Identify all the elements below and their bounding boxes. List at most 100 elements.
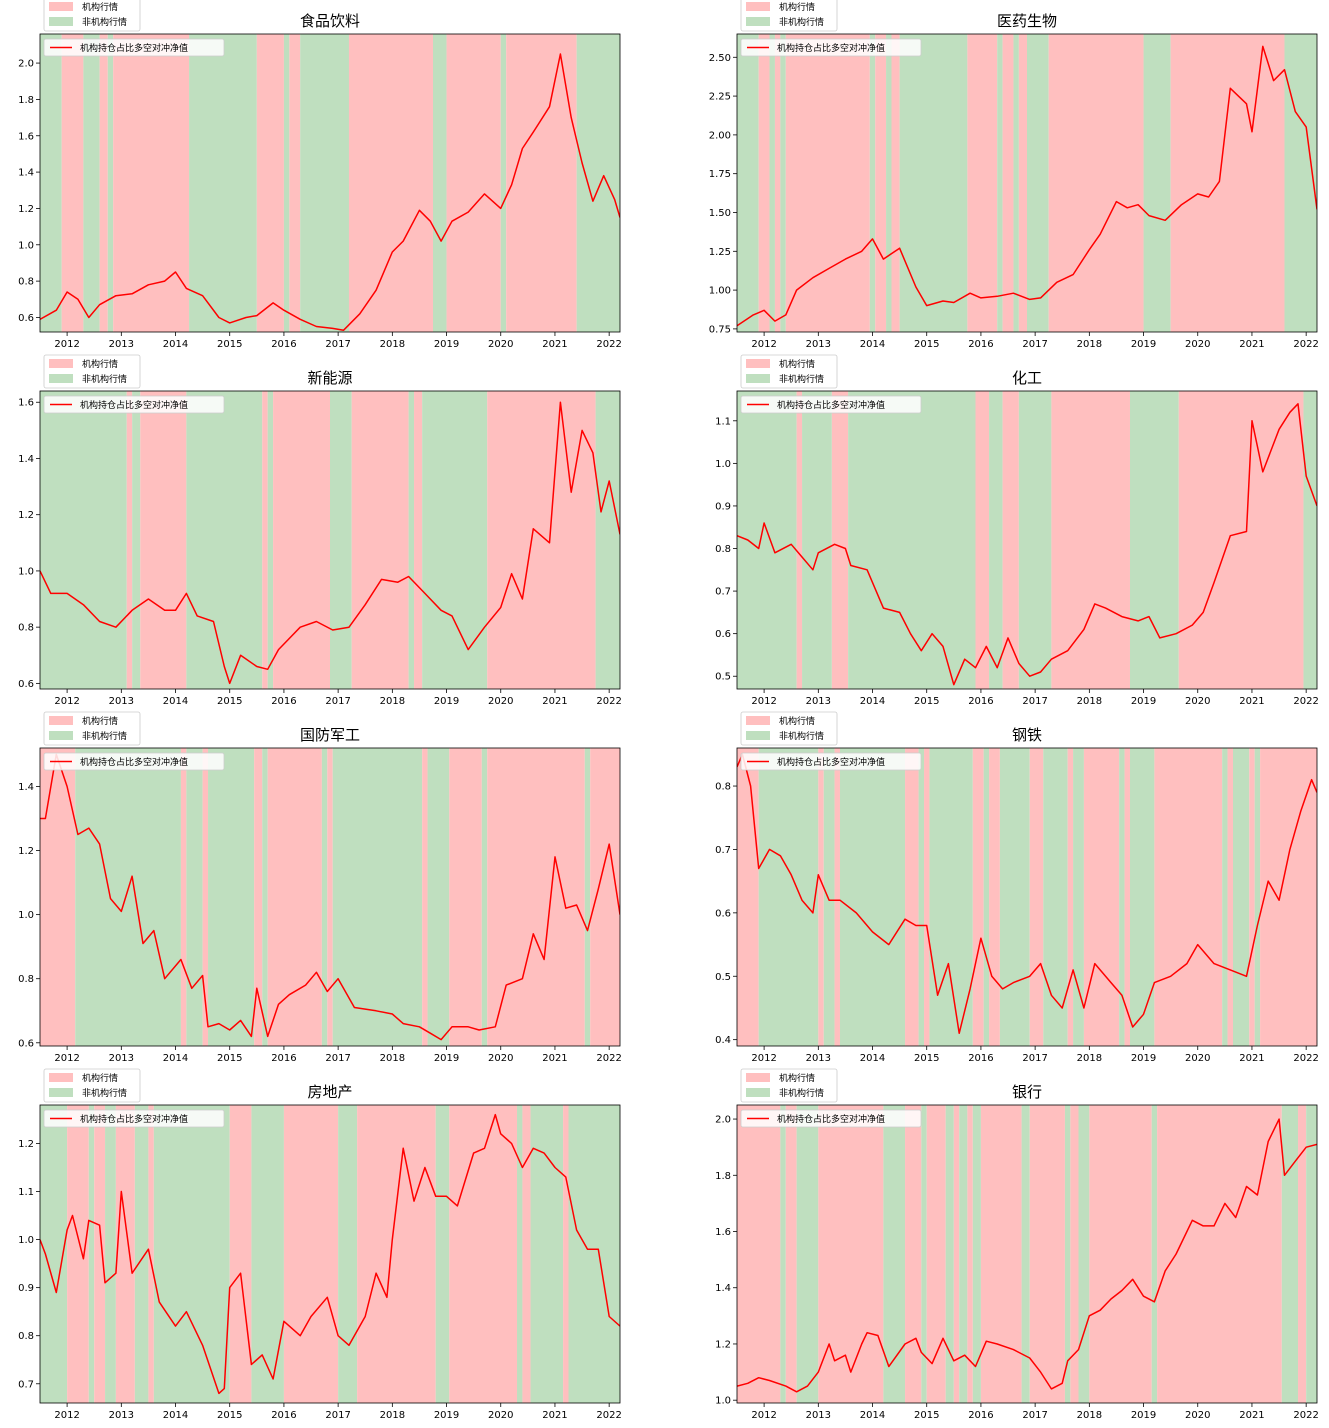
x-tick-label: 2021 bbox=[542, 339, 567, 350]
x-tick-label: 2012 bbox=[54, 696, 79, 707]
series-line bbox=[40, 53, 620, 331]
chart-svg: 0.6 0.8 1.0 1.2 1.4 2012 2013 2014 2015 2016 2017 2… bbox=[18, 711, 622, 1064]
chart-panel: 0.5 0.6 0.7 0.8 0.9 1.0 1.1 2012 2013 2014 2015 201… bbox=[697, 354, 1327, 714]
x-tick-label: 2021 bbox=[542, 696, 567, 707]
y-tick-label: 0.7 bbox=[715, 587, 731, 598]
x-tick-label: 2015 bbox=[914, 696, 939, 707]
regime-band-inst bbox=[1227, 748, 1233, 1046]
regime-band-noninst bbox=[435, 1105, 450, 1403]
chart-panel: 0.6 0.8 1.0 1.2 1.4 1.6 1.8 2.0 2012 2013 2014 2015… bbox=[0, 0, 630, 357]
legend-label-inst: 机构行情 bbox=[779, 1072, 815, 1084]
y-tick-label: 0.6 bbox=[715, 908, 731, 919]
x-tick-label: 2012 bbox=[54, 1410, 79, 1421]
regime-band-inst bbox=[834, 748, 840, 1046]
x-tick-label: 2012 bbox=[54, 339, 79, 350]
regime-band-noninst bbox=[283, 34, 290, 332]
chart-svg: 1.0 1.2 1.4 1.6 1.8 2.0 2012 2013 2014 2015 2016 20… bbox=[715, 1068, 1319, 1421]
regime-band-noninst bbox=[40, 391, 127, 689]
x-tick-label: 2019 bbox=[1131, 1053, 1156, 1064]
x-tick-label: 2015 bbox=[217, 1410, 242, 1421]
line-legend-box bbox=[43, 752, 225, 771]
x-tick-label: 2017 bbox=[1022, 1410, 1047, 1421]
legend-label-line: 机构持仓占比多空对冲净值 bbox=[777, 42, 885, 54]
legend-swatch-noninst bbox=[49, 17, 73, 26]
regime-band-noninst bbox=[584, 748, 591, 1046]
chart-panel: 0.6 0.8 1.0 1.2 1.4 2012 2013 2014 2015 2016 2017 2… bbox=[0, 711, 630, 1071]
regime-band-noninst bbox=[921, 1105, 927, 1403]
chart-panel: 0.7 0.8 0.9 1.0 1.1 1.2 2012 2013 2014 2015 2016 20… bbox=[0, 1068, 630, 1428]
plot-area bbox=[737, 1105, 1317, 1403]
regime-band-inst bbox=[414, 391, 423, 689]
line-legend-box bbox=[43, 1109, 225, 1128]
y-tick-label: 1.50 bbox=[709, 208, 731, 219]
regime-band-noninst bbox=[186, 391, 263, 689]
x-tick-label: 2017 bbox=[1022, 339, 1047, 350]
x-tick-label: 2017 bbox=[325, 339, 350, 350]
x-tick-label: 2019 bbox=[1131, 339, 1156, 350]
y-tick-label: 1.4 bbox=[18, 454, 34, 465]
x-tick-label: 2014 bbox=[163, 1410, 188, 1421]
legend-swatch-inst bbox=[49, 716, 73, 725]
legend-swatch-inst bbox=[49, 2, 73, 11]
x-tick-label: 2018 bbox=[380, 696, 405, 707]
regime-band-noninst bbox=[332, 748, 423, 1046]
regime-band-noninst bbox=[1303, 391, 1317, 689]
regime-band-noninst bbox=[186, 748, 203, 1046]
regime-band-noninst bbox=[107, 34, 114, 332]
regime-band-noninst bbox=[1043, 748, 1068, 1046]
legend-label-line: 机构持仓占比多空对冲净值 bbox=[80, 756, 188, 768]
x-tick-label: 2019 bbox=[434, 339, 459, 350]
y-tick-label: 1.4 bbox=[18, 782, 34, 793]
regime-band-inst bbox=[254, 748, 263, 1046]
regime-band-inst bbox=[737, 748, 759, 1046]
legend-label-noninst: 非机构行情 bbox=[779, 1087, 824, 1099]
regime-band-noninst bbox=[40, 34, 62, 332]
regime-band-inst bbox=[1298, 1105, 1307, 1403]
x-tick-label: 2016 bbox=[271, 1410, 296, 1421]
regime-band-inst bbox=[180, 748, 187, 1046]
x-tick-label: 2012 bbox=[751, 696, 776, 707]
axes-frame bbox=[736, 1104, 1318, 1404]
x-tick-label: 2022 bbox=[1293, 696, 1318, 707]
regime-band-inst bbox=[972, 748, 984, 1046]
regime-band-inst bbox=[980, 1105, 1022, 1403]
regime-band-inst bbox=[202, 748, 209, 1046]
chart-panel: 1.0 1.2 1.4 1.6 1.8 2.0 2012 2013 2014 2015 2016 20… bbox=[697, 1068, 1327, 1428]
regime-band-noninst bbox=[1013, 34, 1019, 332]
x-tick-label: 2016 bbox=[968, 696, 993, 707]
regime-band-inst bbox=[989, 748, 1000, 1046]
regime-band-inst bbox=[506, 34, 577, 332]
regime-band-noninst bbox=[134, 1105, 149, 1403]
regime-band-inst bbox=[1048, 34, 1144, 332]
x-tick-label: 2020 bbox=[488, 1053, 513, 1064]
line-legend-box bbox=[740, 395, 922, 414]
x-tick-label: 2012 bbox=[54, 1053, 79, 1064]
chart-panel: 0.6 0.8 1.0 1.2 1.4 1.6 2012 2013 2014 2015 2016 20… bbox=[0, 354, 630, 714]
regime-band-noninst bbox=[929, 748, 973, 1046]
y-tick-label: 0.9 bbox=[18, 1283, 34, 1294]
regime-band-inst bbox=[262, 391, 268, 689]
y-tick-label: 1.0 bbox=[18, 910, 34, 921]
chart-panel: 0.75 1.00 1.25 1.50 1.75 2.00 2.25 2.50 2012 2013… bbox=[697, 0, 1327, 357]
series-line bbox=[737, 753, 1317, 1035]
regime-band-noninst bbox=[75, 748, 181, 1046]
regime-band-inst bbox=[967, 34, 998, 332]
regime-band-noninst bbox=[208, 748, 255, 1046]
line-legend-box bbox=[43, 395, 225, 414]
x-tick-label: 2016 bbox=[271, 339, 296, 350]
legend-swatch-noninst bbox=[49, 374, 73, 383]
regime-band-inst bbox=[94, 1105, 106, 1403]
x-tick-label: 2022 bbox=[596, 1410, 621, 1421]
legend-swatch-noninst bbox=[746, 1088, 770, 1097]
regime-band-noninst bbox=[883, 1105, 906, 1403]
regime-band-inst bbox=[796, 391, 803, 689]
regime-band-inst bbox=[1157, 1105, 1282, 1403]
chart-title: 新能源 bbox=[307, 369, 352, 387]
regime-band-noninst bbox=[737, 34, 759, 332]
regime-band-inst bbox=[99, 34, 108, 332]
regime-band-noninst bbox=[432, 34, 447, 332]
y-tick-label: 1.1 bbox=[715, 416, 731, 427]
y-tick-label: 1.75 bbox=[709, 169, 731, 180]
